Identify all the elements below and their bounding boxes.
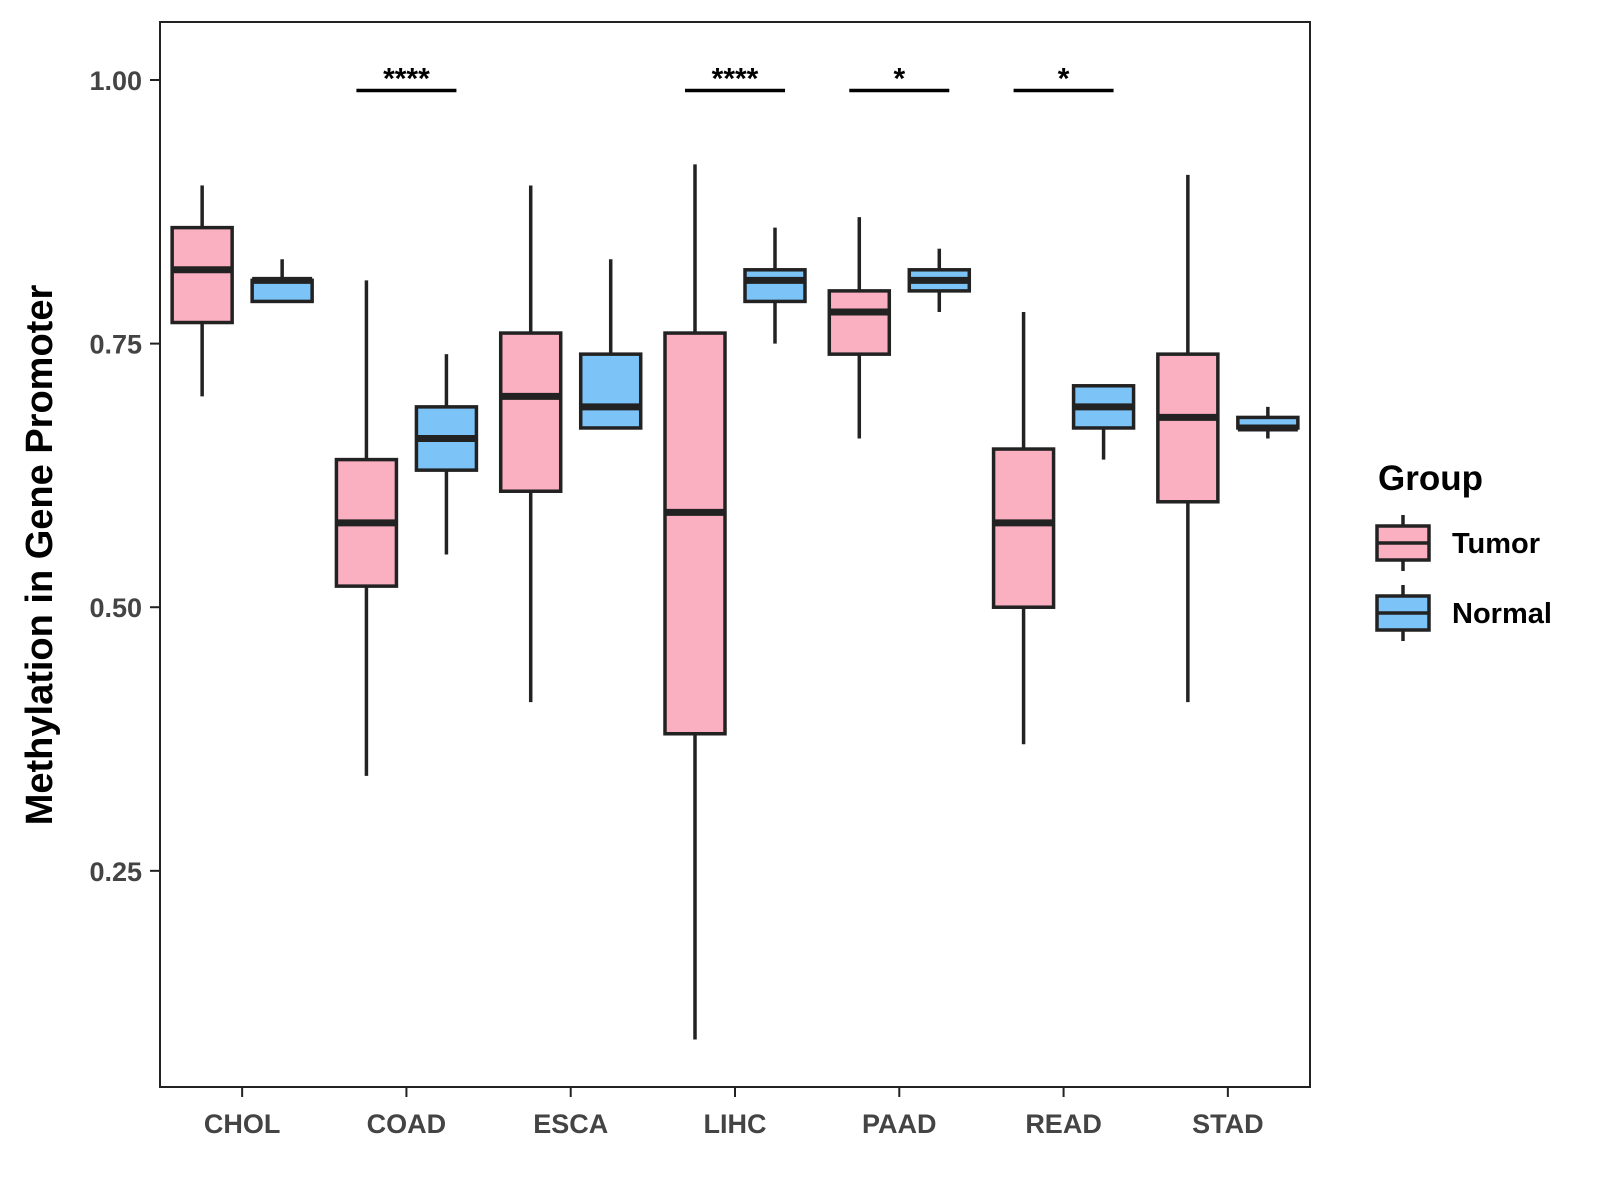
box-iqr (991, 447, 1056, 609)
significance-label: **** (383, 63, 430, 96)
box-iqr (743, 268, 807, 304)
box-iqr (663, 331, 727, 736)
legend-item-tumor: Tumor (1375, 515, 1540, 571)
box-tumor-lihc (663, 164, 727, 1040)
box-tumor-chol (170, 185, 234, 397)
legend-label-tumor: Tumor (1452, 528, 1540, 560)
box-tumor-paad (827, 217, 892, 439)
legend: Group Tumor Normal (1375, 459, 1552, 641)
significance-label: **** (712, 63, 759, 96)
box-normal-stad (1236, 406, 1300, 439)
plot-area (170, 164, 1300, 1040)
x-tick-label-paad: PAAD (862, 1109, 937, 1139)
x-tick-label-lihc: LIHC (704, 1109, 767, 1139)
box-normal-esca (578, 259, 643, 430)
x-tick-label-esca: ESCA (533, 1109, 608, 1139)
legend-title: Group (1378, 459, 1483, 498)
x-tick-label-stad: STAD (1192, 1109, 1264, 1139)
significance-annotations: **** **** * * (356, 63, 1114, 96)
box-tumor-coad (334, 280, 399, 776)
box-tumor-stad (1156, 174, 1220, 703)
box-normal-read (1071, 384, 1136, 460)
significance-label: * (893, 63, 905, 96)
box-iqr (1156, 352, 1220, 504)
y-tick-label: 0.50 (89, 593, 142, 623)
legend-item-normal: Normal (1375, 585, 1552, 641)
y-tick-label: 1.00 (89, 66, 142, 96)
x-tick-label-read: READ (1025, 1109, 1102, 1139)
legend-label-normal: Normal (1452, 598, 1552, 630)
box-normal-coad (414, 354, 479, 555)
box-normal-chol (250, 259, 314, 304)
y-axis-title: Methylation in Gene Promoter (19, 285, 61, 826)
box-iqr (170, 225, 234, 325)
x-tick-label-coad: COAD (367, 1109, 447, 1139)
box-tumor-esca (498, 185, 563, 703)
y-tick-label: 0.75 (89, 330, 142, 360)
box-normal-lihc (743, 227, 807, 344)
box-normal-paad (907, 248, 972, 312)
box-tumor-read (991, 311, 1056, 745)
box-iqr (578, 352, 643, 430)
x-tick-label-chol: CHOL (204, 1109, 281, 1139)
box-iqr (827, 289, 892, 356)
box-iqr (498, 331, 563, 493)
significance-label: * (1058, 63, 1070, 96)
y-axis: 0.25 0.50 0.75 1.00 (89, 66, 160, 887)
y-tick-label: 0.25 (89, 857, 142, 887)
x-axis: CHOL COAD ESCA LIHC PAAD READ STAD (204, 1087, 1264, 1139)
